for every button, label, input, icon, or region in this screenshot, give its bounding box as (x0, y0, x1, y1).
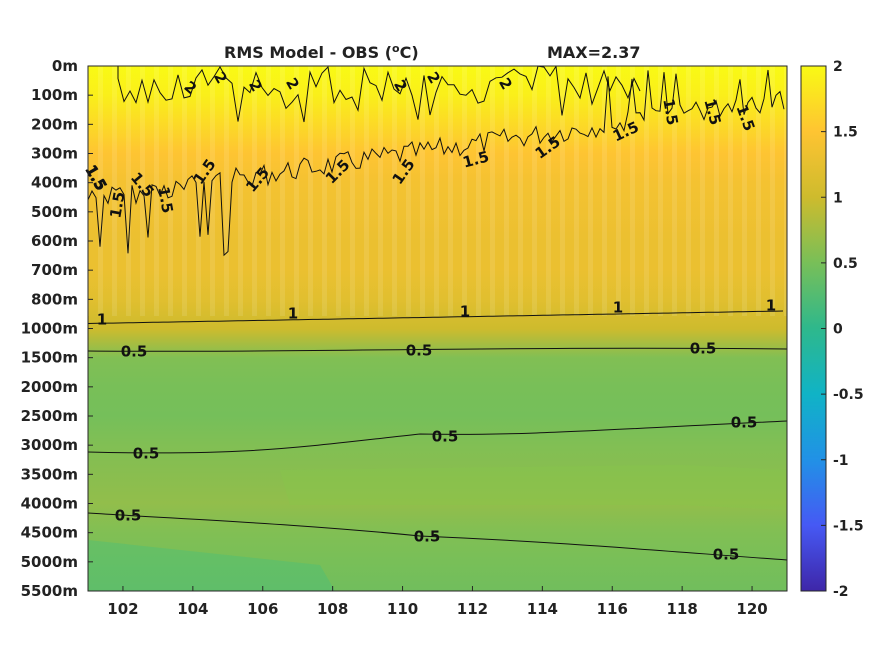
chart-title: RMS Model - OBS (oC) (224, 42, 419, 62)
colorbar-tick-label: 1 (833, 190, 843, 206)
y-tick-label: 5500m (21, 582, 78, 600)
contour-label: 1 (460, 303, 470, 321)
contour-label: 1.5 (659, 97, 681, 126)
colorbar-tick-label: -1 (833, 453, 849, 469)
upper-stripes (88, 66, 787, 316)
colorbar-tick-label: -0.5 (833, 387, 864, 403)
x-tick-label: 110 (387, 600, 418, 618)
y-tick-label: 4500m (21, 524, 78, 542)
contour-label: 1 (97, 311, 107, 329)
contour-label: 0.5 (115, 507, 142, 525)
contour-label: 0.5 (713, 546, 740, 564)
y-tick-label: 5000m (21, 553, 78, 571)
contour-label: 0.5 (121, 343, 148, 361)
y-tick-label: 3000m (21, 436, 78, 454)
contour-1.5-line (88, 69, 785, 257)
colorbar-ticks: 2 1.5 1 0.5 0 -0.5 -1 -1.5 -2 (821, 59, 864, 600)
contour-label: 0.5 (690, 340, 717, 358)
colorbar-tick-label: 0 (833, 322, 843, 338)
colorbar-tick-label: 1.5 (833, 125, 858, 141)
y-tick-label: 300m (31, 145, 78, 163)
chart-max-label: MAX=2.37 (547, 43, 641, 62)
y-tick-label: 600m (31, 232, 78, 250)
deep-warm-patch (280, 465, 787, 510)
contour-0.5-line (88, 420, 787, 454)
colorbar-tick-label: 0.5 (833, 256, 858, 272)
y-tick-label: 1000m (21, 320, 78, 338)
y-tick-label: 4000m (21, 495, 78, 513)
y-tick-label: 2500m (21, 407, 78, 425)
x-tick-label: 104 (177, 600, 208, 618)
contour-label: 0.5 (414, 528, 441, 546)
colorbar-tick-label: -2 (833, 584, 849, 600)
contour-label: 1 (613, 299, 623, 317)
contour-label: 1.5 (106, 190, 128, 219)
y-tick-label: 1500m (21, 349, 78, 367)
x-axis: 102 104 106 108 110 112 114 116 118 120 (107, 586, 768, 618)
x-tick-label: 114 (527, 600, 558, 618)
y-tick-label: 100m (31, 86, 78, 104)
contour-0.5-line (88, 512, 787, 561)
contour-label: 0.5 (432, 428, 459, 446)
x-tick-label: 106 (247, 600, 278, 618)
x-tick-label: 112 (457, 600, 488, 618)
y-tick-label: 2000m (21, 378, 78, 396)
contour-0.5-line (88, 347, 787, 352)
plot-area: 2 2 2 2 2 2 21.51.51.51.51.5 1.5 1.5 1.5 1.5 1.51.5… (81, 65, 788, 592)
y-axis: 0m 100m 200m 300m 400m 500m 600m 700m 800m 1000m 1… (21, 57, 93, 600)
contour-2-line (117, 66, 641, 123)
x-tick-label: 108 (317, 600, 348, 618)
colorbar-tick-label: 2 (833, 59, 843, 75)
contour-label: 0.5 (406, 342, 433, 360)
contour-1-line (88, 310, 784, 325)
contour-lines (88, 66, 787, 561)
x-tick-label: 102 (107, 600, 138, 618)
y-tick-label: 500m (31, 203, 78, 221)
x-tick-label: 116 (597, 600, 628, 618)
contour-label: 0.5 (731, 414, 758, 432)
y-tick-label: 0m (52, 57, 78, 75)
y-tick-label: 3500m (21, 465, 78, 483)
contour-label: 1.5 (154, 185, 176, 214)
y-tick-label: 200m (31, 115, 78, 133)
contour-label: 0.5 (133, 445, 160, 463)
x-tick-label: 118 (666, 600, 697, 618)
y-tick-label: 400m (31, 174, 78, 192)
bottom-cool-patch (88, 540, 335, 591)
y-tick-label: 800m (31, 290, 78, 308)
x-tick-label: 120 (736, 600, 767, 618)
contour-label: 1 (288, 305, 298, 323)
contour-label: 1 (766, 297, 776, 315)
colorbar-tick-label: -1.5 (833, 518, 864, 534)
y-tick-label: 700m (31, 261, 78, 279)
colorbar: 2 1.5 1 0.5 0 -0.5 -1 -1.5 -2 (800, 59, 864, 600)
